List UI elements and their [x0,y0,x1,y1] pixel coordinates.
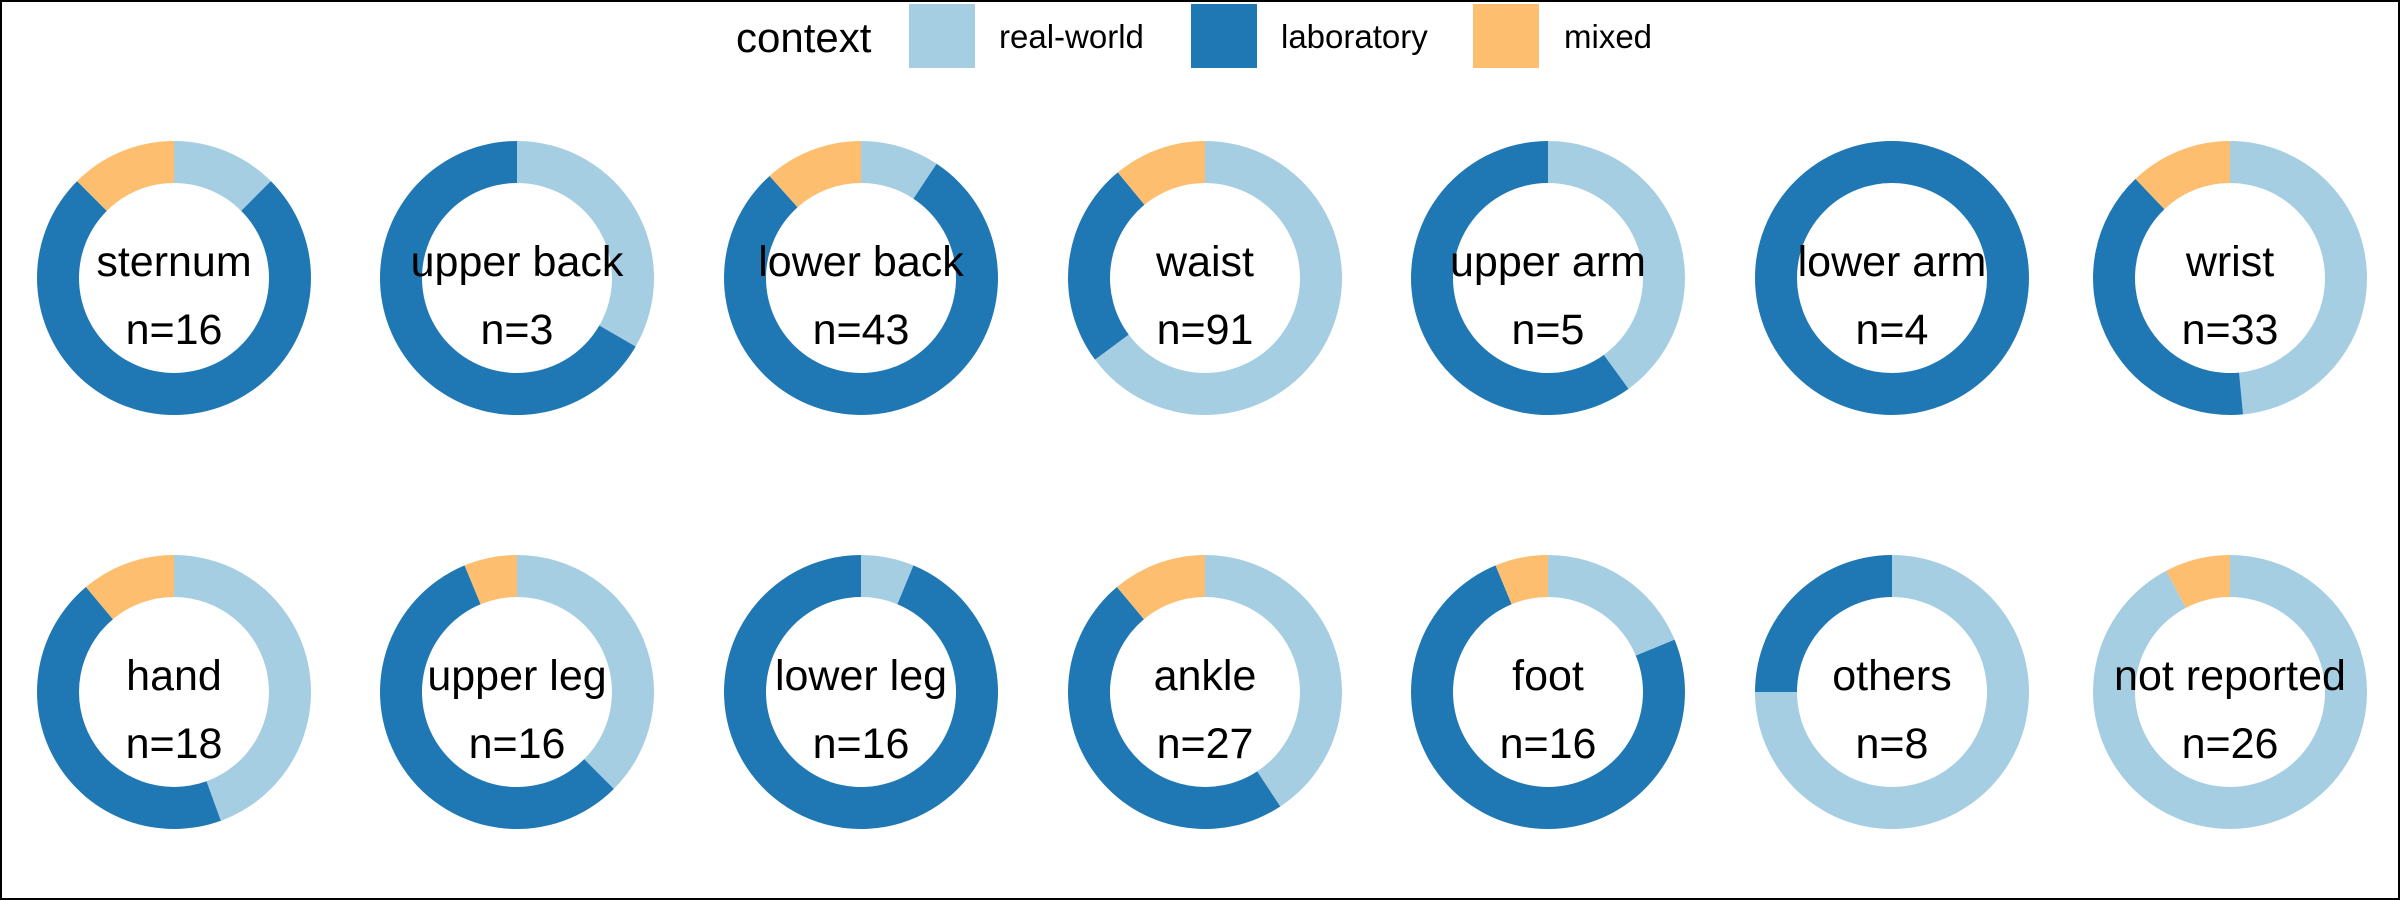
donut-count-hand: n=18 [126,720,223,768]
slice-ankle-mixed [1116,555,1205,620]
donut-waist: waist n=91 [1068,141,1343,416]
donut-lower-back: lower back n=43 [724,141,999,415]
donut-count-upper-arm: n=5 [1512,306,1585,354]
donut-count-upper-back: n=3 [481,306,554,354]
donut-label-waist: waist [1155,238,1254,286]
slice-lower-back-real-world [861,141,937,199]
slice-upper-arm-laboratory [1411,141,1629,415]
slice-waist-real-world [1095,141,1343,416]
slice-wrist-laboratory [2093,178,2244,415]
legend-label-real-world: real-world [999,18,1144,55]
legend: context real-world laboratory mixed [736,4,1652,68]
donut-count-ankle: n=27 [1157,720,1254,768]
donut-label-lower-leg: lower leg [775,652,947,700]
slice-upper-back-real-world [517,141,654,347]
donut-count-wrist: n=33 [2182,306,2279,354]
slice-hand-laboratory [36,587,221,830]
slice-waist-laboratory [1068,172,1145,360]
slice-upper-arm-real-world [1548,141,1686,389]
donut-count-not-reported: n=26 [2182,720,2279,768]
donut-label-others: others [1832,652,1952,700]
donut-count-waist: n=91 [1157,306,1254,354]
slice-upper-back-laboratory [380,141,636,415]
legend-label-laboratory: laboratory [1281,18,1428,55]
donut-label-upper-arm: upper arm [1450,238,1646,286]
slice-ankle-real-world [1205,555,1342,807]
slice-lower-back-mixed [769,141,861,208]
slice-lower-leg-real-world [861,555,914,605]
legend-swatch-mixed [1473,4,1539,68]
slice-foot-laboratory [1411,565,1685,829]
slice-foot-mixed [1495,555,1548,605]
donut-not-reported: not reported n=26 [2093,555,2368,830]
donut-wrist: wrist n=33 [2093,141,2367,415]
donut-label-lower-back: lower back [758,238,964,286]
donut-foot: foot n=16 [1411,555,1685,829]
donut-label-foot: foot [1512,652,1584,700]
slice-wrist-mixed [2135,141,2230,210]
slice-not-reported-mixed [2166,555,2230,608]
slice-foot-real-world [1548,555,1675,656]
legend-entry-laboratory: laboratory [1191,4,1428,68]
slice-lower-back-laboratory [724,163,999,415]
donut-count-foot: n=16 [1500,720,1597,768]
donut-label-not-reported: not reported [2114,652,2346,700]
donut-upper-leg: upper leg n=16 [380,555,655,830]
slice-wrist-real-world [2230,141,2367,415]
legend-swatch-laboratory [1191,4,1257,68]
legend-entry-mixed: mixed [1473,4,1652,68]
donut-sternum: sternum n=16 [36,141,311,416]
legend-entry-real-world: real-world [909,4,1144,68]
slice-upper-leg-real-world [517,555,655,789]
donut-label-upper-back: upper back [411,238,624,286]
donut-label-ankle: ankle [1154,652,1257,700]
donut-count-lower-leg: n=16 [813,720,910,768]
donut-label-lower-arm: lower arm [1798,238,1987,286]
slice-upper-leg-mixed [464,555,517,605]
slice-waist-mixed [1117,141,1205,205]
slice-others-laboratory [1755,555,1892,692]
donut-ankle: ankle n=27 [1068,555,1342,829]
donut-count-lower-arm: n=4 [1856,306,1929,354]
donut-upper-back: upper back n=3 [380,141,654,415]
donut-count-others: n=8 [1856,720,1929,768]
slice-sternum-laboratory [36,181,311,416]
donut-count-lower-back: n=43 [813,306,910,354]
slice-ankle-laboratory [1068,587,1281,829]
donut-label-sternum: sternum [96,238,251,286]
donut-hand: hand n=18 [36,555,311,830]
donut-lower-leg: lower leg n=16 [724,555,998,830]
slice-sternum-real-world [174,141,271,211]
slice-upper-leg-laboratory [380,565,614,830]
slice-not-reported-real-world [2093,555,2368,830]
slice-lower-arm-laboratory [1755,141,2029,415]
slice-others-real-world [1755,555,2029,829]
slice-hand-mixed [85,555,174,620]
legend-label-mixed: mixed [1564,18,1652,55]
donut-label-upper-leg: upper leg [427,652,606,700]
slice-sternum-mixed [77,141,174,211]
donut-count-upper-leg: n=16 [469,720,566,768]
legend-title: context [736,14,872,61]
donut-label-wrist: wrist [2185,238,2274,286]
legend-swatch-real-world [909,4,975,68]
slice-hand-real-world [174,555,311,821]
donut-count-sternum: n=16 [126,306,223,354]
donut-lower-arm: lower arm n=4 [1755,141,2029,415]
donut-panels: sternum n=16 upper back n=3 lower back n=43 wa… [36,141,2368,830]
slice-lower-leg-laboratory [724,555,998,830]
donut-upper-arm: upper arm n=5 [1411,141,1686,415]
donut-label-hand: hand [126,652,222,700]
donut-others: others n=8 [1755,555,2029,829]
